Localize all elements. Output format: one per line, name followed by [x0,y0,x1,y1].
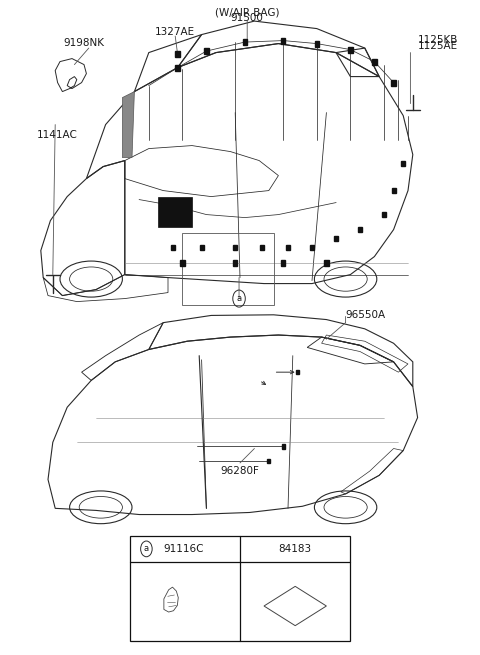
Bar [175,51,180,58]
Bar [310,245,314,250]
Bar [171,245,175,250]
Bar [281,444,285,449]
Text: 1141AC: 1141AC [37,130,78,140]
Bar [358,227,362,232]
Bar [401,161,405,166]
Bar [233,259,237,265]
Bar [243,39,247,45]
Bar [392,80,396,86]
Bar [260,245,264,250]
Text: 96550A: 96550A [346,310,386,320]
Text: (W/AIR BAG): (W/AIR BAG) [215,7,279,17]
Text: 1125KB: 1125KB [418,35,458,45]
Bar [392,188,396,193]
Bar [296,370,300,375]
Text: 96280F: 96280F [221,466,259,476]
Bar [348,47,352,52]
Bar [180,259,184,265]
Text: 91500: 91500 [231,13,264,23]
Text: a: a [237,294,241,303]
Bar [158,197,192,227]
Bar [334,236,338,241]
Bar [281,37,285,43]
Bar [200,245,204,250]
Bar [176,65,180,71]
Text: 9198NK: 9198NK [63,38,105,48]
Bar [286,245,290,250]
Text: 1125AE: 1125AE [418,41,458,51]
Text: 84183: 84183 [278,544,312,554]
Bar [130,536,350,641]
Bar [281,259,285,265]
Text: 91116C: 91116C [163,544,204,554]
Bar [204,48,208,54]
Bar [382,212,386,217]
Bar [267,458,271,463]
Bar [233,245,237,250]
Polygon shape [122,92,134,158]
Text: 1327AE: 1327AE [155,28,195,37]
Bar [372,59,376,65]
Bar [315,41,319,47]
Bar [324,259,329,265]
Bar [182,233,274,305]
Text: a: a [144,544,149,553]
